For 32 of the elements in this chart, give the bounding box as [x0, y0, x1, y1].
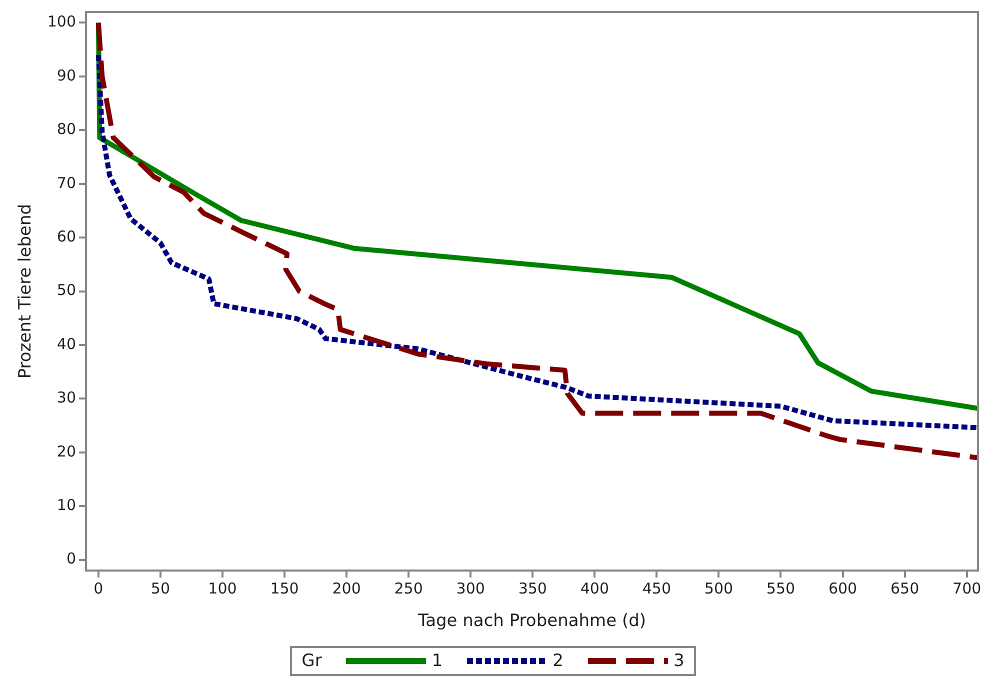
- legend-title: Gr: [302, 651, 322, 671]
- x-tick-label: 650: [890, 579, 920, 598]
- y-tick-label: 50: [56, 281, 76, 300]
- x-tick-label: 0: [94, 579, 104, 598]
- x-tick-label: 400: [580, 579, 609, 598]
- x-tick-label: 150: [270, 579, 299, 598]
- x-tick-label: 450: [642, 579, 672, 598]
- x-tick-label: 550: [766, 579, 796, 598]
- y-tick-label: 90: [56, 66, 76, 84]
- x-axis-title: Tage nach Probenahme (d): [417, 611, 646, 632]
- y-tick-label: 10: [56, 496, 76, 514]
- x-tick-label: 350: [518, 579, 547, 598]
- x-tick-label: 250: [394, 579, 423, 598]
- y-axis-title: Prozent Tiere lebend: [16, 204, 36, 379]
- y-tick-label: 60: [56, 227, 76, 246]
- y-tick-label: 30: [56, 388, 76, 407]
- x-tick-label: 200: [332, 579, 361, 598]
- legend-label: 1: [432, 651, 443, 671]
- y-tick-label: 100: [47, 12, 76, 31]
- x-tick-label: 500: [704, 579, 734, 598]
- y-tick-label: 80: [56, 120, 76, 138]
- legend-label: 2: [552, 651, 564, 671]
- y-tick-label: 0: [66, 550, 76, 568]
- x-tick-label: 600: [828, 579, 858, 598]
- y-tick-label: 40: [56, 334, 76, 353]
- x-tick-label: 100: [208, 579, 237, 598]
- x-tick-label: 700: [952, 579, 982, 598]
- y-tick-label: 20: [56, 442, 76, 460]
- x-tick-label: 50: [150, 579, 170, 598]
- y-tick-label: 70: [56, 174, 76, 192]
- legend-label: 3: [674, 651, 684, 671]
- x-tick-label: 300: [456, 579, 485, 598]
